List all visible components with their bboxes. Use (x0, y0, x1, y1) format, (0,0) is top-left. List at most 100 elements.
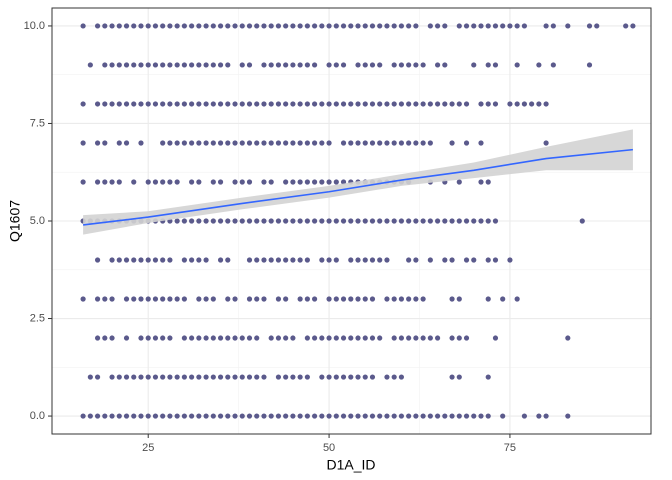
x-axis-title: D1A_ID (326, 457, 375, 473)
point (261, 101, 267, 107)
point (268, 413, 274, 419)
point (413, 257, 419, 263)
point (210, 335, 216, 341)
point (102, 101, 108, 107)
point (275, 335, 282, 341)
point (319, 140, 325, 146)
point (543, 23, 549, 29)
point (210, 296, 216, 302)
point (290, 413, 296, 419)
point (348, 101, 354, 107)
point (463, 23, 470, 29)
point (442, 62, 448, 68)
point (514, 296, 520, 302)
point (406, 335, 412, 341)
point (246, 335, 253, 341)
point (181, 257, 187, 263)
point (362, 335, 368, 341)
point (449, 335, 455, 341)
point (312, 335, 318, 341)
point (326, 23, 332, 29)
point (116, 374, 122, 380)
point (348, 335, 354, 341)
point (492, 62, 499, 68)
point (268, 257, 274, 263)
point (246, 140, 253, 146)
point (268, 335, 274, 341)
point (485, 257, 491, 263)
trend-line (83, 148, 633, 226)
point (174, 296, 180, 302)
point (355, 62, 361, 68)
point (138, 257, 144, 263)
point (340, 23, 347, 29)
point (456, 374, 462, 380)
point (463, 335, 470, 341)
point (102, 413, 108, 419)
point (80, 23, 86, 29)
point (254, 296, 260, 302)
point (340, 179, 347, 185)
point (160, 179, 166, 185)
point (384, 101, 390, 107)
point (463, 218, 470, 224)
point (420, 335, 426, 341)
point (442, 218, 448, 224)
point (239, 140, 245, 146)
point (355, 413, 361, 419)
point (362, 257, 368, 263)
point (304, 335, 310, 341)
point (232, 140, 238, 146)
point (449, 413, 455, 419)
point (630, 23, 636, 29)
point (123, 62, 130, 68)
point (377, 140, 383, 146)
point (203, 23, 209, 29)
point (152, 101, 159, 107)
confidence-band (83, 129, 633, 235)
point (340, 335, 347, 341)
point (225, 62, 231, 68)
point (362, 140, 368, 146)
point (319, 335, 325, 341)
point (232, 179, 238, 185)
point (94, 335, 101, 341)
point (521, 23, 527, 29)
point (167, 23, 173, 29)
point (355, 218, 361, 224)
point (290, 257, 296, 263)
point (449, 257, 455, 263)
point (225, 101, 231, 107)
point (319, 218, 325, 224)
point (131, 101, 137, 107)
point (492, 257, 499, 263)
point (485, 218, 491, 224)
point (348, 23, 354, 29)
point (275, 140, 282, 146)
point (406, 413, 412, 419)
point (268, 179, 274, 185)
point (283, 374, 289, 380)
point (485, 101, 491, 107)
point (167, 140, 173, 146)
point (189, 23, 195, 29)
point (319, 257, 325, 263)
point (434, 62, 441, 68)
point (87, 413, 93, 419)
point (246, 374, 253, 380)
point (116, 413, 122, 419)
y-tick-label: 10.0 (24, 20, 45, 32)
point (131, 23, 137, 29)
point (109, 374, 115, 380)
point (521, 413, 527, 419)
point (333, 413, 339, 419)
point (109, 413, 115, 419)
point (160, 296, 166, 302)
point (152, 23, 159, 29)
point (275, 257, 282, 263)
point (333, 62, 339, 68)
point (217, 140, 224, 146)
point (246, 179, 253, 185)
point (131, 62, 137, 68)
point (189, 413, 195, 419)
